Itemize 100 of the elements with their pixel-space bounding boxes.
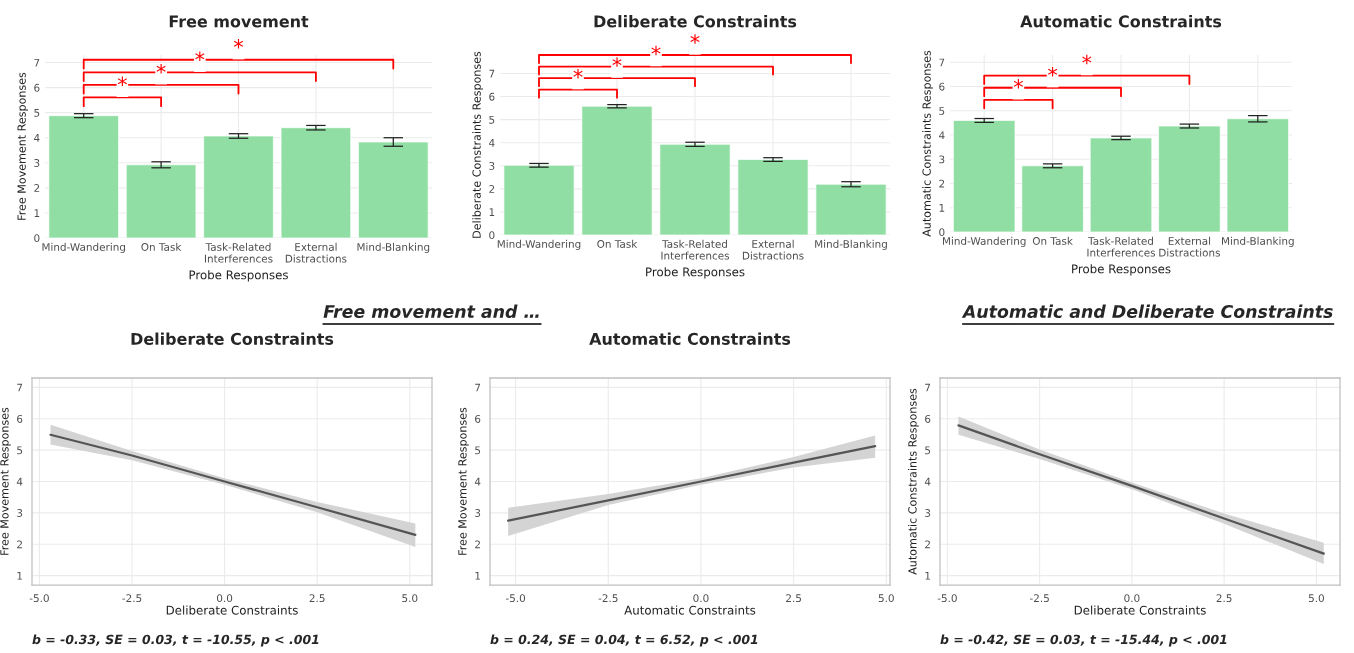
y-tick-label: 6 bbox=[939, 82, 945, 91]
y-tick-label: 4 bbox=[939, 131, 945, 139]
y-tick-label: 1 bbox=[34, 209, 40, 217]
y-tick-label: 7 bbox=[475, 383, 481, 392]
x-tick-label: 0.0 bbox=[217, 594, 233, 603]
x-tick-label: Mind-Wandering bbox=[42, 242, 125, 253]
y-tick-label: 1 bbox=[489, 208, 495, 216]
y-axis-title: Free Movement Responses bbox=[0, 407, 11, 555]
y-axis-title: Automatic Constraints Responses bbox=[908, 388, 919, 575]
y-tick-label: 5 bbox=[489, 115, 495, 124]
y-tick-label: 2 bbox=[475, 540, 480, 549]
text: b = -0.33, SE = 0.03, t = -10.55, p < .001 bbox=[32, 634, 319, 647]
x-tick-label: Mind-Blanking bbox=[1222, 236, 1294, 247]
x-tick-label: Task-Related Interferences bbox=[1087, 236, 1156, 257]
y-tick-label: 5 bbox=[475, 446, 481, 455]
x-tick-label: 2.5 bbox=[309, 594, 325, 603]
y-tick-label: 2 bbox=[489, 185, 495, 193]
y-tick-label: 3 bbox=[939, 155, 945, 164]
x-tick-label: On Task bbox=[141, 242, 182, 251]
y-tick-label: 6 bbox=[34, 83, 40, 92]
y-tick-label: 0 bbox=[939, 228, 945, 237]
y-tick-label: 3 bbox=[17, 509, 23, 517]
y-tick-label: 2 bbox=[925, 540, 930, 549]
y-tick-label: 4 bbox=[489, 139, 495, 147]
x-axis-title: Deliberate Constraints bbox=[1074, 605, 1206, 615]
y-tick-label: 3 bbox=[34, 159, 40, 167]
y-tick-label: 7 bbox=[925, 383, 931, 392]
y-tick-label: 7 bbox=[939, 58, 945, 67]
text: * bbox=[233, 38, 244, 49]
x-axis-title: Automatic Constraints bbox=[624, 605, 756, 615]
x-tick-label: External Distractions bbox=[742, 239, 804, 260]
x-tick-label: -2.5 bbox=[122, 594, 142, 603]
y-tick-label: 0 bbox=[34, 234, 40, 243]
y-tick-label: 0 bbox=[489, 231, 495, 240]
y-tick-label: 4 bbox=[924, 477, 931, 486]
x-tick-label: Mind-Wandering bbox=[942, 236, 1026, 247]
annotation: * bbox=[117, 76, 127, 87]
y-tick-label: 6 bbox=[489, 92, 495, 101]
y-tick-label: 2 bbox=[17, 540, 22, 549]
chart-title: Free movement bbox=[169, 15, 309, 28]
y-tick-label: 4 bbox=[34, 134, 40, 142]
y-tick-label: 4 bbox=[16, 477, 23, 486]
annotation: * bbox=[1013, 79, 1023, 89]
chart-title: Deliberate Constraints bbox=[594, 15, 797, 28]
x-tick-label: 5.0 bbox=[878, 594, 894, 603]
text: b = -0.42, SE = 0.03, t = -15.44, p < .001 bbox=[940, 634, 1227, 647]
annotation: * bbox=[612, 57, 622, 67]
y-tick-label: 7 bbox=[489, 69, 495, 78]
x-axis-title: Probe Responses bbox=[646, 267, 745, 279]
x-tick-label: Task-Related Interferences bbox=[204, 242, 273, 263]
x-tick-label: -2.5 bbox=[1029, 594, 1049, 603]
x-axis-title: Deliberate Constraints bbox=[166, 605, 298, 615]
y-tick-label: 3 bbox=[475, 509, 481, 517]
y-tick-label: 5 bbox=[17, 446, 23, 455]
annotation: * bbox=[195, 51, 205, 61]
x-tick-label: -5.0 bbox=[505, 594, 526, 603]
annotation: * bbox=[573, 68, 583, 79]
y-tick-label: 3 bbox=[489, 162, 495, 170]
x-tick-label: -5.0 bbox=[937, 594, 957, 603]
annotation: * bbox=[156, 64, 166, 74]
x-tick-label: -5.0 bbox=[29, 594, 49, 603]
y-axis-title: Free Movement Responses bbox=[458, 407, 469, 555]
x-tick-label: 0.0 bbox=[693, 594, 709, 603]
x-tick-label: Mind-Wandering bbox=[497, 239, 581, 250]
x-tick-label: 0.0 bbox=[1124, 594, 1140, 603]
annotation: * bbox=[651, 45, 661, 56]
x-tick-label: 2.5 bbox=[1216, 594, 1232, 603]
y-tick-label: 1 bbox=[939, 204, 945, 212]
text: b = 0.24, SE = 0.04, t = 6.52, p < .001 bbox=[490, 634, 758, 647]
x-tick-label: Task-Related Interferences bbox=[661, 239, 730, 260]
y-tick-label: 6 bbox=[925, 415, 931, 423]
text: Automatic and Deliberate Constraints bbox=[961, 304, 1333, 319]
x-tick-label: 2.5 bbox=[786, 594, 801, 603]
annotation: * bbox=[1048, 66, 1058, 77]
x-tick-label: Mind-Blanking bbox=[357, 242, 430, 253]
y-tick-label: 7 bbox=[17, 383, 23, 392]
y-tick-label: 3 bbox=[925, 509, 931, 517]
y-tick-label: 4 bbox=[474, 477, 481, 486]
y-axis-title: Free Movement Responses bbox=[17, 72, 28, 220]
annotation: * bbox=[1082, 54, 1092, 65]
text: Free movement and … bbox=[323, 304, 539, 319]
y-tick-label: 2 bbox=[34, 184, 40, 192]
x-tick-label: On Task bbox=[597, 239, 638, 248]
x-tick-label: 5.0 bbox=[402, 594, 418, 603]
x-tick-label: -2.5 bbox=[598, 594, 618, 603]
y-axis-title: Automatic Constraints Responses bbox=[922, 50, 933, 237]
y-tick-label: 1 bbox=[475, 571, 481, 580]
y-tick-label: 7 bbox=[34, 58, 40, 67]
chart-title: Deliberate Constraints bbox=[131, 332, 334, 345]
x-tick-label: External Distractions bbox=[1159, 236, 1220, 257]
chart-title: Automatic Constraints bbox=[589, 332, 791, 345]
y-axis-title: Deliberate Constraints Responses bbox=[472, 51, 483, 238]
y-tick-label: 6 bbox=[475, 415, 481, 423]
y-tick-label: 5 bbox=[939, 107, 945, 115]
y-tick-label: 5 bbox=[925, 446, 931, 455]
y-tick-label: 5 bbox=[34, 109, 40, 117]
x-tick-label: 5.0 bbox=[1308, 594, 1324, 603]
x-tick-label: External Distractions bbox=[285, 242, 347, 263]
text: * bbox=[690, 34, 700, 44]
x-axis-title: Probe Responses bbox=[1072, 264, 1171, 276]
